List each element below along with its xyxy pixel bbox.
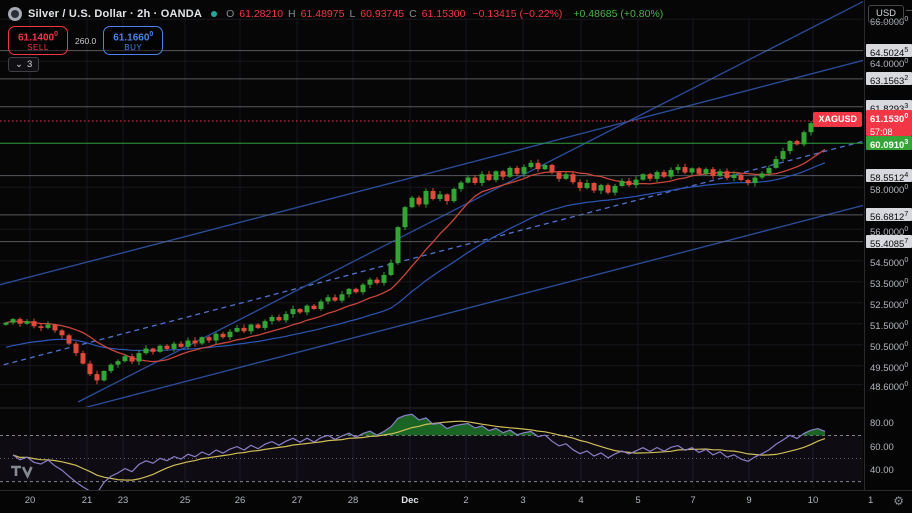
buy-label: BUY — [124, 43, 143, 53]
rsi-line — [12, 413, 826, 490]
time-tick: 28 — [347, 495, 359, 506]
price-tick: 49.50000 — [870, 362, 909, 375]
price-level-label: 55.40857 — [866, 235, 912, 250]
time-tick: 23 — [117, 495, 129, 506]
collapsed-indicators-button[interactable]: ⌄ 3 — [8, 57, 40, 72]
time-tick: 7 — [690, 495, 696, 506]
price-scale[interactable]: 66.00000 64.00000 58.00000 56.00000 54.50000… — [864, 0, 912, 490]
price-level-label: 64.50245 — [866, 44, 912, 59]
time-scale[interactable]: 1 ⚙ 20 21 23 25 26 27 28 Dec 2 3 4 5 7 9 10 — [0, 490, 912, 513]
time-tick: 25 — [179, 495, 191, 506]
low-label: L — [349, 8, 356, 20]
bar-countdown: 57:08 — [870, 127, 893, 138]
price-level-label: 58.55124 — [866, 169, 912, 184]
price-tick: 53.50000 — [870, 278, 909, 291]
symbol-title[interactable]: Silver / U.S. Dollar · 2h · OANDA — [28, 8, 203, 20]
sell-button[interactable]: 61.14000 SELL — [8, 26, 68, 55]
current-price-label: 61.15300 57:08 — [866, 110, 912, 138]
low-value: 60.93745 — [360, 8, 405, 20]
symbol-price-tag: XAGUSD — [813, 112, 862, 127]
time-tick: Dec — [401, 495, 419, 506]
gear-icon[interactable]: ⚙ — [893, 494, 904, 508]
scale-menu-dash-icon[interactable]: — — [906, 5, 912, 16]
change-value: −0.13415 (−0.22%) — [472, 8, 563, 20]
alert-price-label: 60.09103 — [866, 136, 912, 151]
price-tick: 64.00000 — [870, 57, 909, 70]
price-tick: 50.50000 — [870, 341, 909, 354]
high-label: H — [288, 8, 296, 20]
rsi-tick: 60.00 — [870, 441, 894, 453]
change-secondary-value: +0.48685 (+0.80%) — [573, 8, 664, 20]
price-tick: 52.50000 — [870, 299, 909, 312]
time-tick: 4 — [578, 495, 584, 506]
time-tick: 26 — [234, 495, 246, 506]
time-tick: 5 — [635, 495, 641, 506]
close-label: C — [409, 8, 417, 20]
sell-label: SELL — [27, 43, 49, 53]
rsi-tick: 40.00 — [870, 464, 894, 476]
buy-price: 61.16600 — [113, 30, 154, 44]
symbol-logo-icon[interactable] — [8, 7, 22, 21]
price-level-label: 56.68127 — [866, 208, 912, 224]
price-tick: 56.00000 — [870, 225, 909, 238]
time-tick-corner: 1 — [868, 495, 874, 506]
gridlines — [0, 18, 863, 488]
ma-slow-line — [5, 162, 826, 352]
open-label: O — [226, 8, 235, 20]
time-tick: 20 — [24, 495, 36, 506]
trade-panel: 61.14000 SELL 260.0 61.16600 BUY — [8, 26, 164, 55]
high-value: 61.48975 — [300, 8, 345, 20]
ma-fast-line — [5, 148, 826, 363]
candles — [3, 113, 828, 385]
price-tick: 54.50000 — [870, 257, 909, 270]
rsi-tick: 80.00 — [870, 418, 894, 430]
price-tick: 48.60000 — [870, 381, 909, 394]
open-value: 61.28210 — [239, 8, 284, 20]
buy-button[interactable]: 61.16600 BUY — [103, 26, 164, 55]
ohlc-legend: O 61.28210 H 61.48975 L 60.93745 C 61.15300 … — [226, 8, 663, 20]
symbol-header: Silver / U.S. Dollar · 2h · OANDA O 61.28… — [8, 7, 663, 21]
sell-price: 61.14000 — [17, 30, 59, 44]
rsi-pane — [0, 413, 863, 490]
close-value: 61.15300 — [421, 8, 466, 20]
rsi-ma-line — [12, 420, 826, 481]
time-tick: 9 — [746, 495, 752, 506]
currency-unit-button[interactable]: USD — [868, 5, 904, 23]
time-tick: 27 — [291, 495, 303, 506]
collapsed-indicators-count: 3 — [26, 59, 33, 70]
main-pane — [0, 0, 863, 407]
price-tick: 51.50000 — [870, 320, 909, 333]
spread-value: 260.0 — [75, 35, 97, 46]
time-tick: 21 — [81, 495, 93, 506]
time-tick: 3 — [520, 495, 526, 506]
chevron-down-icon: ⌄ — [15, 59, 23, 70]
price-tick: 58.00000 — [870, 183, 909, 196]
price-level-label: 63.15632 — [866, 72, 912, 88]
time-tick: 2 — [463, 495, 469, 506]
tradingview-logo-icon[interactable] — [8, 463, 36, 484]
time-tick: 10 — [807, 495, 819, 506]
market-status-dot-icon — [211, 11, 218, 17]
